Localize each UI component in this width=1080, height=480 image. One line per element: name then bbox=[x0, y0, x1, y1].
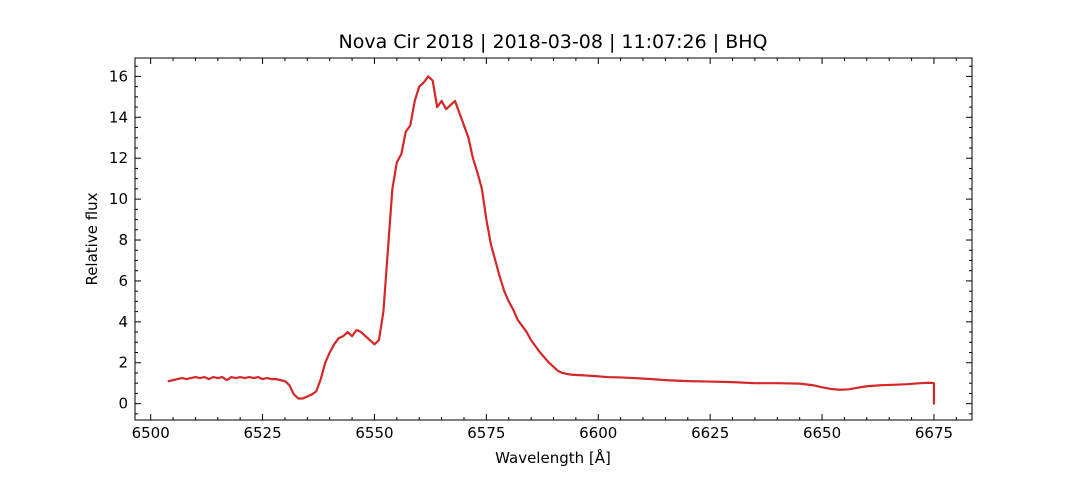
y-tick-label-12: 12 bbox=[109, 149, 128, 167]
x-tick-label-6500: 6500 bbox=[132, 424, 170, 442]
plot-area: 6500 6525 6550 6575 6600 6625 6650 6675 0 2 4 6 8 10 1… bbox=[109, 57, 973, 442]
x-tick-label-6625: 6625 bbox=[691, 424, 729, 442]
x-tick-label-6650: 6650 bbox=[803, 424, 841, 442]
y-tick-label-4: 4 bbox=[118, 313, 128, 331]
x-tick-label-6525: 6525 bbox=[243, 424, 281, 442]
y-tick-label-14: 14 bbox=[109, 108, 128, 126]
y-axis-label: Relative flux bbox=[83, 192, 101, 285]
y-tick-label-16: 16 bbox=[109, 67, 128, 85]
y-tick-label-0: 0 bbox=[118, 395, 128, 413]
x-tick-label-6575: 6575 bbox=[467, 424, 505, 442]
series-line-0 bbox=[167, 75, 936, 405]
y-tick-label-2: 2 bbox=[118, 354, 128, 372]
x-axis-label: Wavelength [Å] bbox=[495, 448, 611, 467]
x-tick-label-6550: 6550 bbox=[355, 424, 393, 442]
chart-title: Nova Cir 2018 | 2018-03-08 | 11:07:26 | … bbox=[339, 31, 768, 53]
x-tick-label-6600: 6600 bbox=[579, 424, 617, 442]
y-tick-label-6: 6 bbox=[118, 272, 128, 290]
x-tick-label-6675: 6675 bbox=[915, 424, 953, 442]
y-tick-label-10: 10 bbox=[109, 190, 128, 208]
y-tick-label-8: 8 bbox=[118, 231, 128, 249]
